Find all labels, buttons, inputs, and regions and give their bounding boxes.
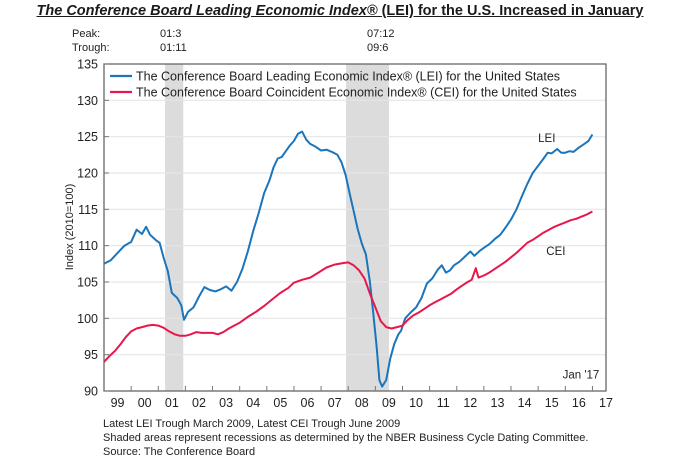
x-tick-label: 12 <box>463 396 477 410</box>
y-tick-label: 115 <box>78 203 98 217</box>
x-tick-label: 06 <box>301 396 315 410</box>
x-tick-label: 00 <box>138 396 152 410</box>
x-tick-label: 14 <box>518 396 532 410</box>
x-tick-label: 09 <box>382 396 396 410</box>
annotation-lei: LEI <box>538 133 555 145</box>
chart-title: The Conference Board Leading Economic In… <box>0 3 680 19</box>
x-tick-label: 03 <box>219 396 233 410</box>
footnote-source: Source: The Conference Board <box>103 446 256 458</box>
peak-label: Peak: <box>72 28 101 40</box>
y-tick-label: 90 <box>84 385 98 399</box>
chart-title-italic: The Conference Board Leading Economic In… <box>36 3 378 19</box>
recession-band <box>346 64 389 391</box>
footnote-trough: Latest LEI Trough March 2009, Latest CEI… <box>103 418 401 430</box>
x-tick-label: 08 <box>355 396 369 410</box>
x-tick-label: 17 <box>599 396 613 410</box>
series-line-lei <box>103 130 594 388</box>
legend-label-lei: The Conference Board Leading Economic In… <box>136 70 560 84</box>
y-tick-label: 125 <box>77 130 98 144</box>
trough-date-2: 09:6 <box>367 42 389 54</box>
trough-label: Trough: <box>72 42 110 54</box>
y-tick-label: 130 <box>77 94 98 108</box>
y-tick-label: 105 <box>77 276 98 290</box>
recession-band <box>165 64 184 391</box>
x-tick-label: 05 <box>273 396 287 410</box>
x-tick-label: 13 <box>491 396 505 410</box>
x-tick-label: 07 <box>328 396 342 410</box>
y-tick-label: 120 <box>77 167 98 181</box>
x-tick-label: 01 <box>165 396 179 410</box>
annotation-cei: CEI <box>546 246 565 258</box>
trough-date-1: 01:11 <box>160 42 187 54</box>
footnote-recessions: Shaded areas represent recessions as det… <box>103 432 589 444</box>
y-tick-label: 100 <box>77 312 98 326</box>
x-tick-label: 02 <box>192 396 206 410</box>
x-tick-label: 15 <box>545 396 559 410</box>
plot-frame <box>103 63 607 392</box>
annotation-jan-17: Jan '17 <box>563 370 600 382</box>
x-tick-label: 04 <box>246 396 260 410</box>
series-line-cei <box>103 210 593 363</box>
peak-date-2: 07:12 <box>367 28 395 40</box>
y-tick-label: 135 <box>77 58 98 72</box>
y-axis-label: Index (2010=100) <box>64 184 76 271</box>
chart-title-rest: (LEI) for the U.S. Increased in January <box>377 3 644 19</box>
legend-label-cei: The Conference Board Coincident Economic… <box>136 86 577 100</box>
x-tick-label: 16 <box>572 396 586 410</box>
y-tick-label: 95 <box>84 348 98 362</box>
y-tick-label: 110 <box>78 239 98 253</box>
x-tick-label: 99 <box>111 396 125 410</box>
x-tick-label: 11 <box>437 396 450 410</box>
peak-date-1: 01:3 <box>160 28 182 40</box>
x-tick-label: 10 <box>409 396 423 410</box>
